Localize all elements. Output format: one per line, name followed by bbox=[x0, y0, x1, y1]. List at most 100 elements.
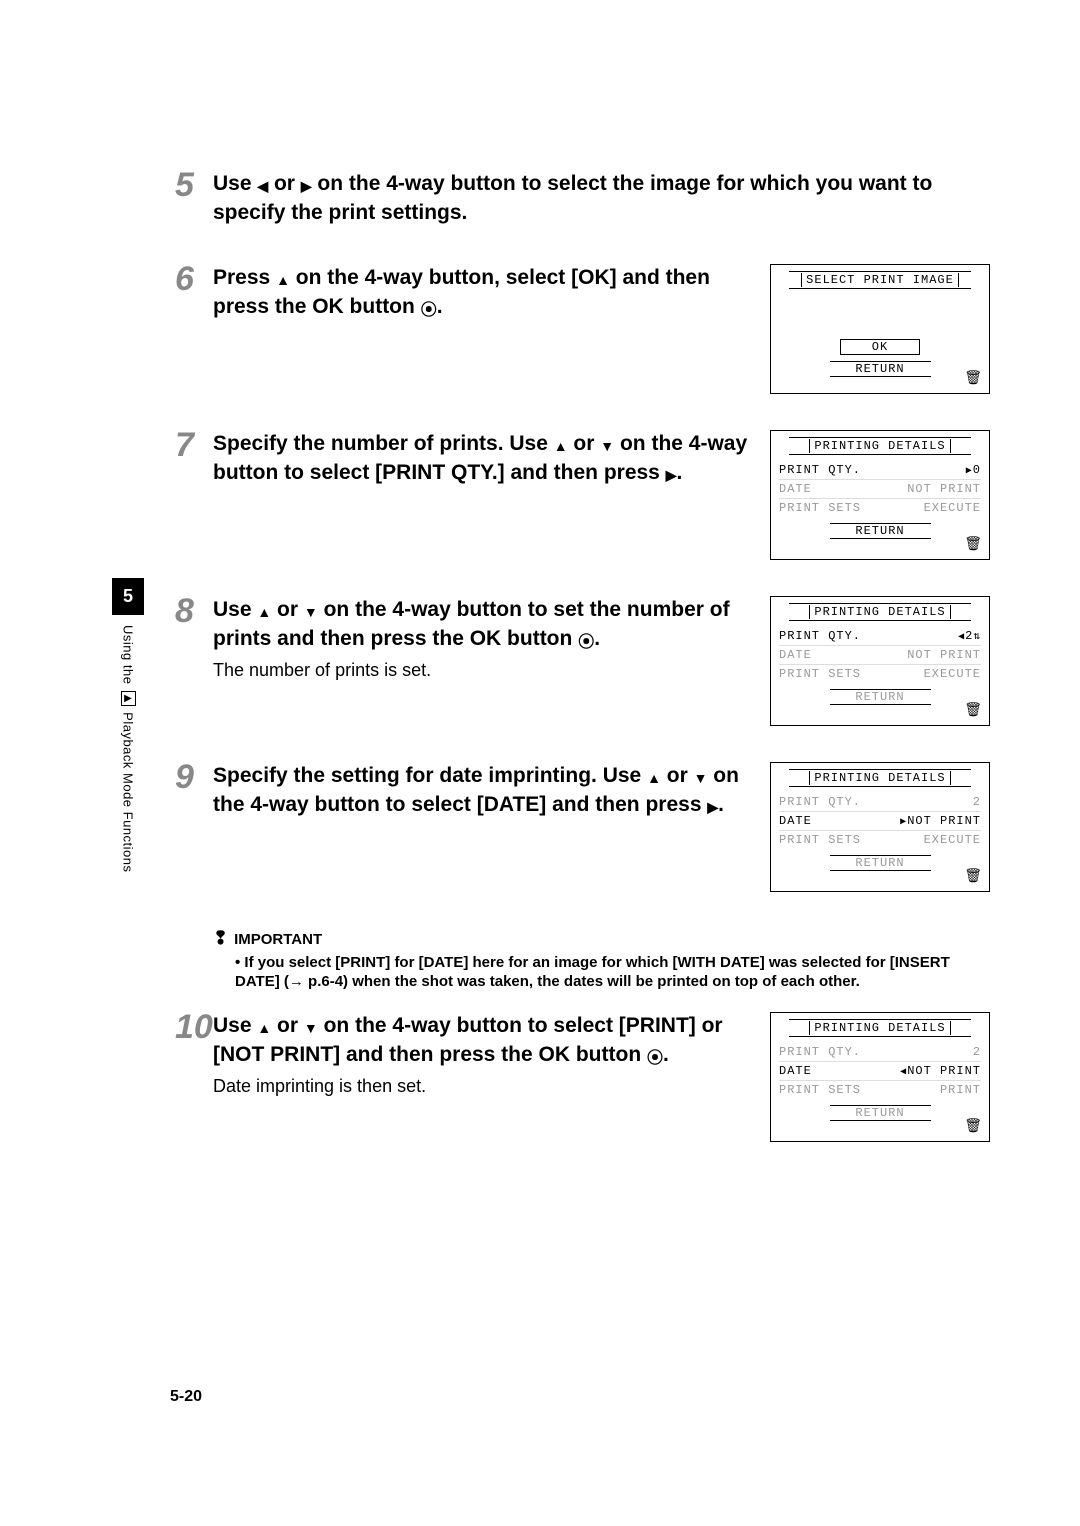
step-7-frag1: Specify the number of prints. Use bbox=[213, 432, 554, 455]
lcd9-r1l: PRINT QTY. bbox=[779, 793, 861, 811]
step-6: 6 Press on the 4-way button, select [OK]… bbox=[175, 264, 990, 394]
chapter-label-before: Using the bbox=[121, 625, 136, 689]
lcd10-r3l: PRINT SETS bbox=[779, 1081, 861, 1099]
right-arrow-icon bbox=[707, 792, 718, 820]
step-7-frag4: . bbox=[676, 461, 682, 484]
lcd7-r1l: PRINT QTY. bbox=[779, 461, 861, 479]
up-arrow-icon bbox=[554, 431, 568, 459]
lcd-screen-7: PRINTING DETAILS PRINT QTY. 0 DATE NOT PRI… bbox=[770, 430, 990, 560]
step-6-frag3: . bbox=[437, 295, 443, 318]
step-5-number: 5 bbox=[175, 168, 213, 228]
step-9-frag4: . bbox=[718, 793, 724, 816]
trash-icon: 🗑 bbox=[964, 702, 983, 719]
step-8: 8 Use or on the 4-way button to set the … bbox=[175, 596, 990, 726]
lcd9-return: RETURN bbox=[830, 855, 931, 871]
step-9-frag1: Specify the setting for date imprinting.… bbox=[213, 764, 647, 787]
trash-icon: 🗑 bbox=[964, 536, 983, 553]
left-arrow-icon bbox=[257, 171, 268, 199]
step-9-text: Specify the setting for date imprinting.… bbox=[213, 762, 750, 821]
lcd8-r1l: PRINT QTY. bbox=[779, 627, 861, 646]
trash-icon: 🗑 bbox=[964, 868, 983, 885]
step-7-frag2: or bbox=[568, 432, 601, 455]
chapter-label-after: Playback Mode Functions bbox=[121, 708, 136, 872]
lcd7-r2r: NOT PRINT bbox=[907, 480, 981, 498]
lcd-screen-8: PRINTING DETAILS PRINT QTY. 2 DATE NOT PRI… bbox=[770, 596, 990, 726]
right-arrow-icon bbox=[301, 171, 312, 199]
playback-icon: ▶ bbox=[121, 691, 136, 707]
step-5-frag1: Use bbox=[213, 172, 257, 195]
ok-button-icon bbox=[647, 1042, 663, 1070]
lcd-screen-9: PRINTING DETAILS PRINT QTY.2 DATENOT PRI… bbox=[770, 762, 990, 892]
lcd8-return: RETURN bbox=[830, 689, 931, 705]
step-6-text: Press on the 4-way button, select [OK] a… bbox=[213, 264, 750, 323]
trash-icon: 🗑 bbox=[964, 370, 983, 387]
lcd10-r2l: DATE bbox=[779, 1062, 812, 1080]
step-10-frag2: or bbox=[271, 1014, 304, 1037]
step-8-frag4: . bbox=[594, 627, 600, 650]
down-arrow-icon bbox=[694, 763, 708, 791]
lcd8-title: PRINTING DETAILS bbox=[789, 603, 971, 621]
important-heading: IMPORTANT bbox=[213, 928, 990, 949]
lcd6-ok: OK bbox=[840, 339, 921, 355]
lcd8-r3l: PRINT SETS bbox=[779, 665, 861, 683]
up-arrow-icon bbox=[257, 597, 271, 625]
step-5-text: Use or on the 4-way button to select the… bbox=[213, 170, 990, 228]
step-7-number: 7 bbox=[175, 428, 213, 560]
lcd8-r2l: DATE bbox=[779, 646, 812, 664]
lcd10-r1r: 2 bbox=[973, 1043, 981, 1061]
step-8-sub: The number of prints is set. bbox=[213, 660, 750, 681]
lcd6-title: SELECT PRINT IMAGE bbox=[789, 271, 971, 289]
lcd7-return: RETURN bbox=[830, 523, 931, 539]
lcd7-r3l: PRINT SETS bbox=[779, 499, 861, 517]
chapter-label: Using the ▶ Playback Mode Functions bbox=[121, 625, 136, 873]
down-arrow-icon bbox=[600, 431, 614, 459]
up-arrow-icon bbox=[647, 763, 661, 791]
down-arrow-icon bbox=[304, 597, 318, 625]
lcd10-return: RETURN bbox=[830, 1105, 931, 1121]
step-5: 5 Use or on the 4-way button to select t… bbox=[175, 170, 990, 228]
lcd7-title: PRINTING DETAILS bbox=[789, 437, 971, 455]
step-8-frag1: Use bbox=[213, 598, 257, 621]
lcd8-r3r: EXECUTE bbox=[924, 665, 981, 683]
lcd6-return: RETURN bbox=[830, 361, 931, 377]
step-9-number: 9 bbox=[175, 760, 213, 892]
updown-icon bbox=[973, 629, 981, 643]
step-7: 7 Specify the number of prints. Use or o… bbox=[175, 430, 990, 560]
step-10-sub: Date imprinting is then set. bbox=[213, 1076, 750, 1097]
page-number: 5-20 bbox=[170, 1388, 202, 1406]
step-8-number: 8 bbox=[175, 594, 213, 726]
step-10-frag4: . bbox=[663, 1043, 669, 1066]
ok-button-icon bbox=[578, 626, 594, 654]
lcd9-title: PRINTING DETAILS bbox=[789, 769, 971, 787]
trash-icon: 🗑 bbox=[964, 1118, 983, 1135]
step-6-number: 6 bbox=[175, 262, 213, 394]
important-text: • If you select [PRINT] for [DATE] here … bbox=[235, 953, 990, 992]
lcd7-r3r: EXECUTE bbox=[924, 499, 981, 517]
step-10-frag1: Use bbox=[213, 1014, 257, 1037]
lcd8-r1r: 2 bbox=[958, 627, 981, 646]
lcd10-r1l: PRINT QTY. bbox=[779, 1043, 861, 1061]
cursor-right-icon bbox=[966, 463, 973, 477]
important-note: IMPORTANT • If you select [PRINT] for [D… bbox=[213, 928, 990, 992]
step-5-frag2: or bbox=[268, 172, 301, 195]
lcd9-r3l: PRINT SETS bbox=[779, 831, 861, 849]
up-arrow-icon bbox=[276, 265, 290, 293]
step-7-text: Specify the number of prints. Use or on … bbox=[213, 430, 750, 489]
down-arrow-icon bbox=[304, 1013, 318, 1041]
lcd-screen-10: PRINTING DETAILS PRINT QTY.2 DATENOT PRI… bbox=[770, 1012, 990, 1142]
step-10-text: Use or on the 4-way button to select [PR… bbox=[213, 1012, 750, 1071]
lcd8-r2r: NOT PRINT bbox=[907, 646, 981, 664]
lcd7-r1r: 0 bbox=[966, 461, 981, 479]
lcd7-r2l: DATE bbox=[779, 480, 812, 498]
ok-button-icon bbox=[421, 294, 437, 322]
lcd9-r1r: 2 bbox=[973, 793, 981, 811]
step-5-frag3: on the 4-way button to select the image … bbox=[213, 172, 932, 224]
step-10-number: 10 bbox=[175, 1010, 213, 1142]
step-8-frag2: or bbox=[271, 598, 304, 621]
step-6-frag1: Press bbox=[213, 266, 276, 289]
step-10: 10 Use or on the 4-way button to select … bbox=[175, 1012, 990, 1142]
lcd9-r2l: DATE bbox=[779, 812, 812, 830]
step-9-frag2: or bbox=[661, 764, 694, 787]
step-8-text: Use or on the 4-way button to set the nu… bbox=[213, 596, 750, 655]
step-9: 9 Specify the setting for date imprintin… bbox=[175, 762, 990, 892]
